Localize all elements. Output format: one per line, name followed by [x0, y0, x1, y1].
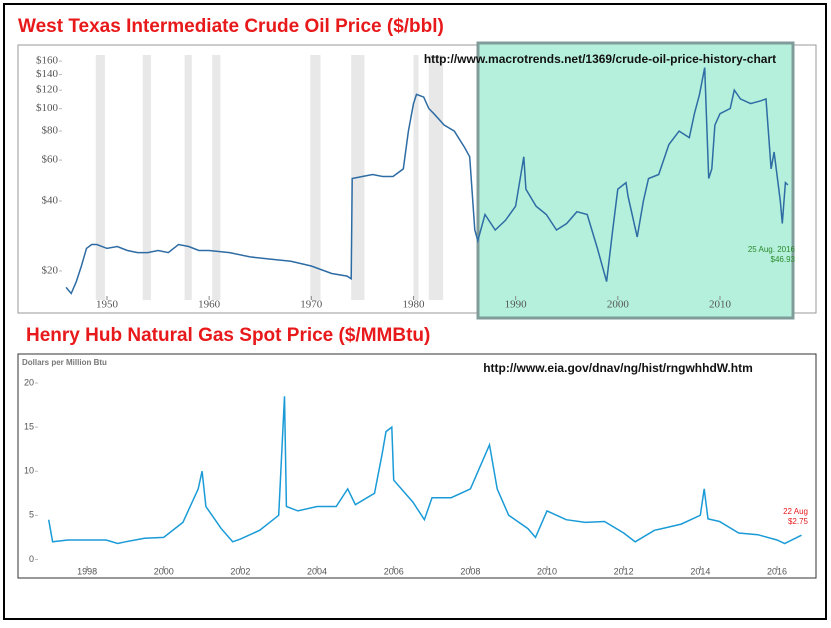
y-tick-label: $60	[42, 154, 59, 166]
shaded-period	[95, 55, 105, 300]
x-tick-label: 2002	[230, 566, 250, 576]
x-tick-label: 2012	[614, 566, 634, 576]
y-tick-label: $40	[42, 195, 59, 207]
shaded-period	[184, 55, 192, 300]
x-tick-label: 2004	[307, 566, 327, 576]
y-tick-label: $20	[42, 264, 59, 276]
x-tick-label: 1960	[198, 299, 221, 311]
gas-chart: 0 5 10 15 20 1998 2000 2002 2004 2006 2008 2010 2012…	[22, 358, 809, 576]
shaded-period	[212, 55, 221, 300]
x-tick-label: 1970	[300, 299, 323, 311]
x-tick-label: 1950	[96, 299, 119, 311]
date-label: 25 Aug. 2016	[748, 245, 796, 254]
chart-title: West Texas Intermediate Crude Oil Price …	[18, 16, 444, 37]
x-tick-label: 1980	[402, 299, 425, 311]
price-label: $46.93	[771, 255, 796, 264]
oil-chart: $20 $40 $60 $80 $100 $120 $140$160 1950 1960 1970…	[36, 41, 796, 320]
y-tick-label: $80	[42, 125, 59, 137]
source-url: http://www.eia.gov/dnav/ng/hist/rngwhhdW…	[483, 361, 753, 375]
x-tick-label: 2010	[537, 566, 557, 576]
y-tick-label: 0	[29, 554, 34, 564]
y-tick-label: 20	[24, 377, 34, 387]
x-tick-label: 2000	[607, 299, 630, 311]
shaded-period	[428, 55, 444, 300]
shaded-period	[142, 55, 151, 300]
y-tick-label: $160	[36, 55, 59, 67]
y-tick-label: $140	[36, 68, 59, 80]
y-tick-label: 5	[29, 510, 34, 520]
x-tick-label: 2016	[767, 566, 787, 576]
chart-frame	[17, 353, 817, 579]
y-axis-label: Dollars per Million Btu	[22, 358, 107, 367]
x-tick-label: 2008	[460, 566, 480, 576]
shaded-period	[413, 55, 419, 300]
x-tick-label: 2010	[709, 299, 732, 311]
date-label: 22 Aug	[783, 507, 808, 516]
y-tick-label: 10	[24, 466, 34, 476]
price-label: $2.75	[788, 517, 809, 526]
source-url: http://www.macrotrends.net/1369/crude-oi…	[424, 52, 776, 66]
price-line	[65, 67, 789, 295]
price-line	[47, 396, 802, 545]
highlight-box	[476, 41, 795, 320]
y-tick-label: $120	[36, 84, 59, 96]
x-tick-label: 2000	[154, 566, 174, 576]
y-tick-label: 15	[24, 422, 34, 432]
y-tick-label: $100	[36, 102, 59, 114]
x-tick-label: 1990	[505, 299, 528, 311]
x-tick-label: 2006	[384, 566, 404, 576]
x-tick-label: 1998	[77, 566, 97, 576]
shaded-period	[310, 55, 321, 300]
chart-title: Henry Hub Natural Gas Spot Price ($/MMBt…	[26, 325, 430, 346]
x-tick-label: 2014	[690, 566, 710, 576]
